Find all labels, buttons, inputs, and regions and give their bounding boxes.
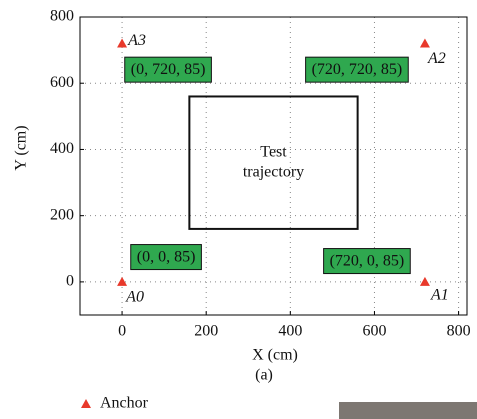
x-tick-label: 800: [447, 323, 471, 340]
y-tick-label: 600: [50, 74, 74, 91]
region-label: Test: [260, 143, 287, 160]
y-axis-label: Y (cm): [13, 125, 30, 170]
point-note: (720, 0, 85): [330, 253, 405, 270]
y-tick-label: 800: [50, 8, 74, 25]
y-tick-label: 200: [50, 206, 74, 223]
anchor-marker: [420, 38, 430, 47]
anchor-marker: [420, 277, 430, 286]
x-tick-label: 600: [362, 323, 386, 340]
x-tick-label: 0: [118, 323, 126, 340]
chart: X (cm) (a) Y (cm) 0 200 400 600 800 0 200 400 60…: [0, 0, 477, 419]
legend-marker: [81, 399, 91, 408]
legend-label: Anchor: [100, 395, 149, 412]
x-axis-label: X (cm): [252, 347, 298, 364]
anchor-marker: [117, 38, 127, 47]
anchor-label: A0: [125, 289, 144, 306]
x-tick-label: 400: [278, 323, 302, 340]
anchor-label: A3: [127, 32, 146, 49]
point-note: (0, 720, 85): [131, 61, 206, 78]
x-tick-label: 200: [194, 323, 218, 340]
photo-crop: [339, 402, 477, 419]
caption: (a): [255, 367, 273, 384]
y-tick-label: 400: [50, 140, 74, 157]
point-note: (0, 0, 85): [137, 249, 196, 266]
anchor-label: A1: [430, 287, 449, 304]
anchor-label: A2: [427, 50, 446, 67]
point-note: (720, 720, 85): [312, 61, 403, 78]
region-label: trajectory: [243, 163, 304, 180]
y-tick-label: 0: [66, 273, 74, 290]
